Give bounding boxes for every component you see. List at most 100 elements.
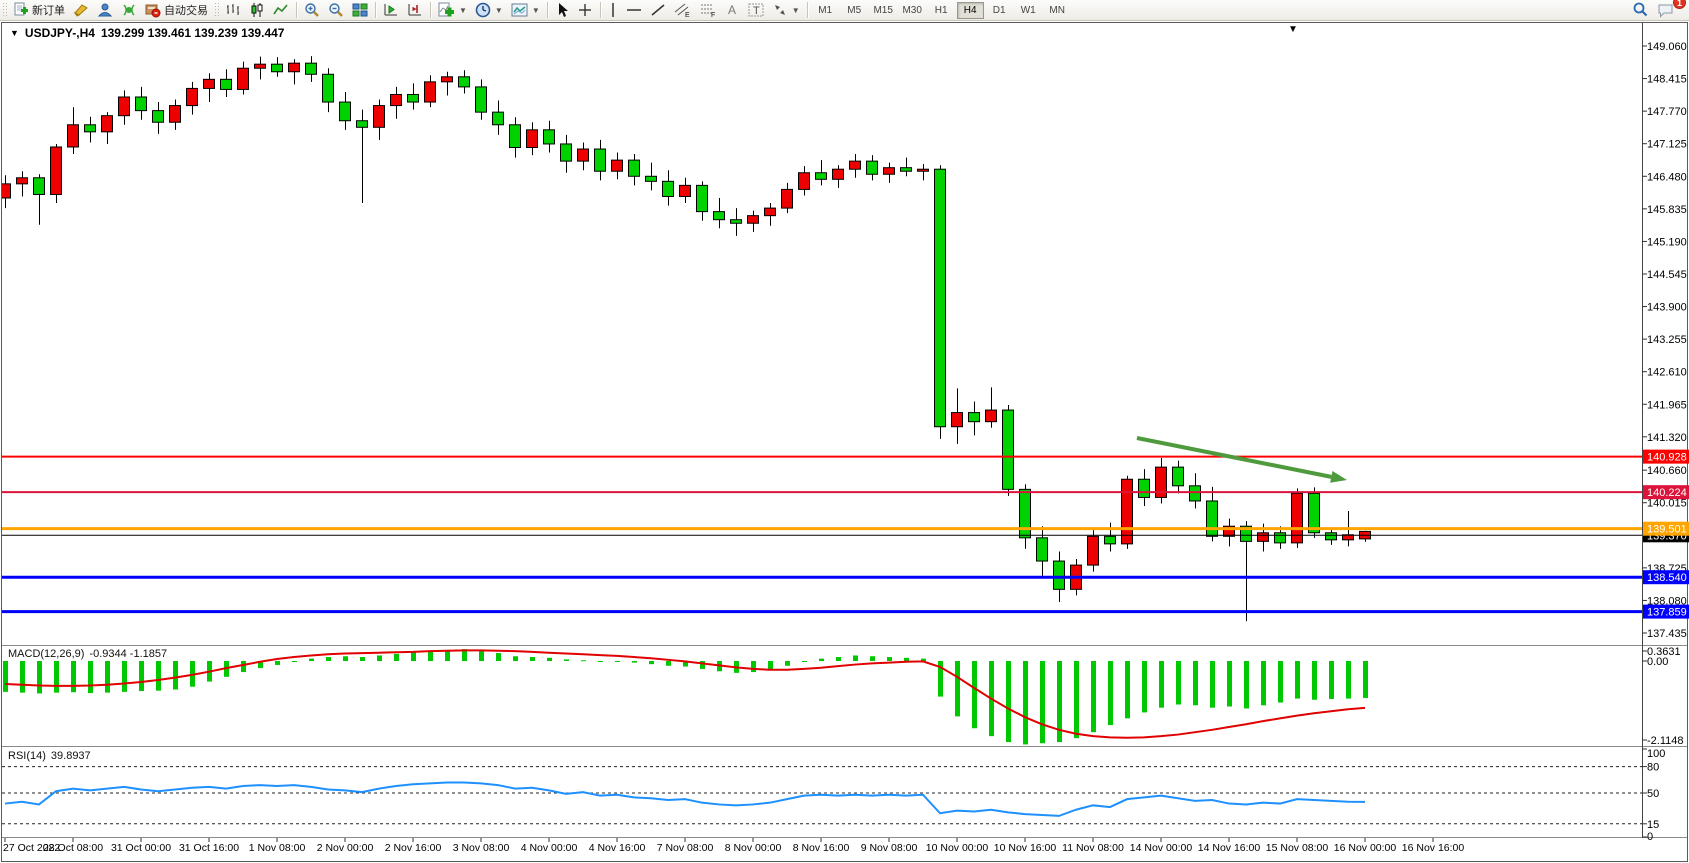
tile-windows-button[interactable] xyxy=(348,0,372,20)
chevron-down-icon: ▼ xyxy=(494,5,503,15)
cursor-tool-button[interactable] xyxy=(551,0,573,20)
arrows-tool[interactable]: ▼ xyxy=(768,0,804,20)
level-price-label-box xyxy=(1643,485,1689,500)
periods-button[interactable]: ▼ xyxy=(471,0,507,20)
svg-text:F: F xyxy=(711,12,715,18)
tab-timeframe-mn[interactable]: MN xyxy=(1049,4,1065,16)
candlestick-mode-button[interactable] xyxy=(245,0,269,20)
text-label-tool[interactable]: T xyxy=(744,0,768,20)
macd-histogram-bar xyxy=(479,650,484,661)
level-price-label-box xyxy=(1643,449,1689,464)
price-tick-label: 143.900 xyxy=(1647,302,1687,314)
macd-histogram-bar xyxy=(173,661,178,690)
crosshair-icon xyxy=(577,2,593,18)
candlestick xyxy=(645,175,657,182)
auto-scroll-button[interactable] xyxy=(379,0,403,20)
tab-timeframe-m5[interactable]: M5 xyxy=(847,4,862,16)
macd-histogram-bar xyxy=(632,661,637,663)
candlestick xyxy=(492,111,504,126)
chevron-down-icon: ▼ xyxy=(791,5,800,15)
new-order-button[interactable]: 新订单 xyxy=(9,0,69,20)
macd-histogram-bar xyxy=(1108,661,1113,726)
candlestick xyxy=(203,78,215,89)
auto-trading-icon xyxy=(145,2,161,18)
symbol-dropdown-icon[interactable]: ▼ xyxy=(10,28,19,38)
chart-menu-arrow-icon[interactable]: ▼ xyxy=(1288,24,1298,35)
signals-button[interactable] xyxy=(117,0,141,20)
chart-shift-icon xyxy=(407,2,423,18)
crosshair-tool-button[interactable] xyxy=(573,0,597,20)
time-tick-label: 15 Nov 08:00 xyxy=(1266,842,1329,854)
macd-histogram-bar xyxy=(122,661,127,692)
notifications-button[interactable]: 1 xyxy=(1653,0,1686,20)
templates-button[interactable]: ▼ xyxy=(507,0,544,20)
tab-timeframe-d1[interactable]: D1 xyxy=(992,4,1006,16)
fibonacci-tool[interactable]: F xyxy=(696,0,722,20)
line-chart-mode-button[interactable] xyxy=(269,0,293,20)
toolbar-grip[interactable] xyxy=(2,2,7,18)
rsi-tick-label: 80 xyxy=(1647,762,1659,774)
styler-button[interactable] xyxy=(69,0,93,20)
macd-histogram-bar xyxy=(921,658,926,661)
macd-histogram-bar xyxy=(1006,661,1011,743)
macd-histogram-bar xyxy=(1210,661,1215,708)
chart-shift-button[interactable] xyxy=(403,0,427,20)
price-axis[interactable]: 149.060 148.415 147.770 147.125 146.480 145.8… xyxy=(1642,41,1687,640)
trendline-tool[interactable] xyxy=(646,0,670,20)
price-tick-label: 149.060 xyxy=(1647,41,1687,53)
auto-trading-button[interactable]: 自动交易 xyxy=(141,0,212,20)
macd-layer xyxy=(3,649,1368,745)
candlestick xyxy=(696,184,708,213)
equidistant-channel-tool[interactable]: E xyxy=(670,0,696,20)
level-price-label-box xyxy=(1643,570,1689,585)
macd-tick-label: 0.3631 xyxy=(1647,646,1681,658)
main-toolbar: 新订单 自动交易 xyxy=(0,0,1689,21)
level-price-label: 140.224 xyxy=(1647,487,1687,499)
candlestick xyxy=(560,143,572,162)
horizontal-line-tool[interactable] xyxy=(622,0,646,20)
indicators-button[interactable]: ▼ xyxy=(434,0,471,20)
candlestick xyxy=(135,96,147,112)
candlestick xyxy=(1342,534,1354,541)
rsi-tick-label: 100 xyxy=(1647,748,1665,760)
trend-arrow[interactable] xyxy=(1136,436,1332,479)
candlestick xyxy=(424,81,436,103)
candlestick xyxy=(594,148,606,172)
candlestick xyxy=(1087,535,1099,566)
tab-timeframe-m30[interactable]: M30 xyxy=(902,4,922,16)
tab-timeframe-h1[interactable]: H1 xyxy=(934,4,948,16)
template-icon xyxy=(511,2,528,18)
macd-histogram-bar xyxy=(513,656,518,661)
tab-timeframe-w1[interactable]: W1 xyxy=(1020,4,1036,16)
search-button[interactable] xyxy=(1627,0,1653,20)
bar-chart-mode-button[interactable] xyxy=(221,0,245,20)
candlestick xyxy=(798,172,810,190)
candlestick xyxy=(1036,537,1048,562)
tab-timeframe-m1[interactable]: M1 xyxy=(818,4,833,16)
time-tick-label: 4 Nov 00:00 xyxy=(521,842,578,854)
price-tick-label: 147.125 xyxy=(1647,139,1687,151)
macd-histogram-bar xyxy=(88,661,93,694)
text-tool[interactable]: A xyxy=(722,0,744,20)
tab-timeframe-h4[interactable]: H4 xyxy=(956,1,984,19)
rsi-name: RSI(14) xyxy=(8,750,46,762)
zoom-out-button[interactable] xyxy=(324,0,348,20)
zoom-in-button[interactable] xyxy=(300,0,324,20)
rsi-indicator-label: RSI(14) 39.8937 xyxy=(8,750,91,762)
macd-histogram-bar xyxy=(1227,661,1232,707)
candlestick xyxy=(1053,560,1065,590)
macd-histogram-bar xyxy=(649,661,654,665)
candlestick xyxy=(526,129,538,148)
trend-arrow-head[interactable] xyxy=(1330,470,1347,483)
candlestick xyxy=(985,409,997,423)
candlestick xyxy=(509,124,521,148)
toolbar-grip[interactable] xyxy=(214,2,219,18)
candlestick xyxy=(866,160,878,175)
community-button[interactable] xyxy=(93,0,117,20)
candlestick xyxy=(577,148,589,162)
vertical-line-tool[interactable] xyxy=(604,0,622,20)
candlestick xyxy=(1104,535,1116,545)
tab-timeframe-m15[interactable]: M15 xyxy=(873,4,893,16)
